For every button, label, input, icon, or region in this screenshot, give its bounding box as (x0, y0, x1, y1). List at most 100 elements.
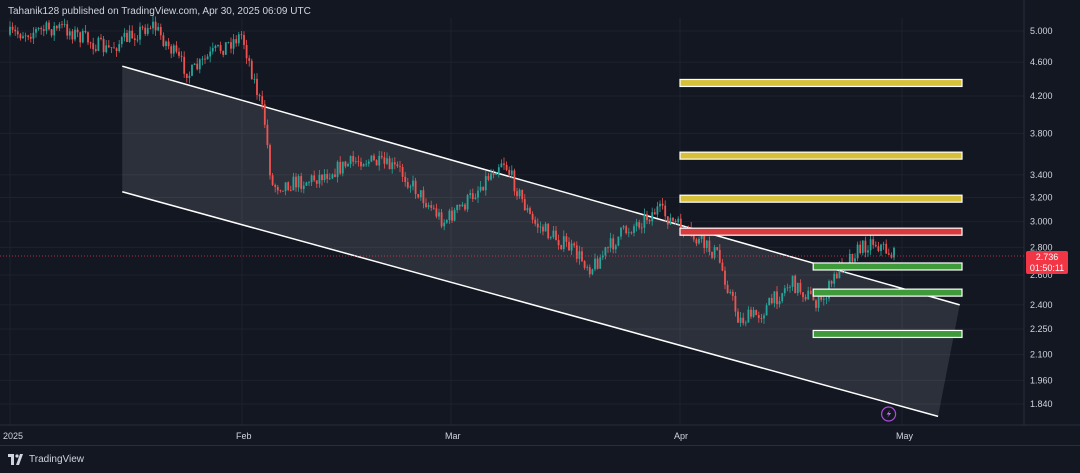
candle (724, 266, 726, 290)
candle-body (165, 41, 167, 46)
candle-body (734, 295, 737, 312)
candle-body (659, 203, 661, 207)
candle (555, 226, 557, 241)
event-icon-ring (880, 406, 897, 422)
candle (61, 21, 63, 29)
candle-body (588, 267, 591, 275)
candle (185, 73, 188, 83)
candle (466, 193, 469, 213)
candle (877, 241, 880, 253)
event-flash-icon[interactable] (880, 406, 897, 422)
candle-body (469, 193, 472, 196)
candle-body (92, 43, 95, 50)
candle-body (412, 180, 414, 187)
candle (126, 29, 128, 43)
pivot-level[interactable] (679, 227, 963, 236)
support-level[interactable] (812, 288, 963, 297)
candle (76, 27, 79, 38)
candle-body (24, 35, 27, 37)
horizontal-levels[interactable] (679, 78, 963, 339)
candle-body (357, 161, 360, 163)
x-tick-label: May (896, 431, 914, 441)
current-price-value: 2.736 (1035, 252, 1059, 262)
candle (193, 63, 196, 65)
candle (393, 157, 396, 170)
candle (786, 283, 789, 292)
candle-body (302, 185, 305, 189)
candle-body (313, 175, 316, 181)
candle-body (573, 243, 576, 246)
candle (659, 200, 661, 212)
publisher-caption: Tahanik128 published on TradingView.com,… (8, 6, 311, 17)
candle-body (310, 175, 313, 183)
candle-body (864, 240, 867, 253)
candle-body (635, 222, 638, 227)
candle (388, 155, 391, 170)
candle (404, 171, 407, 187)
candle-body (396, 164, 399, 167)
tradingview-brand: TradingView (29, 454, 85, 465)
candle (869, 235, 872, 255)
candle (638, 219, 641, 230)
candle (50, 29, 53, 38)
candle (89, 41, 92, 49)
candle-body (435, 208, 438, 217)
candle-body (594, 258, 596, 270)
candle-body (16, 31, 19, 35)
candle-body (882, 243, 885, 245)
candle-body (674, 220, 677, 223)
candle-body (120, 37, 123, 45)
candle-body (66, 24, 69, 36)
candle-body (409, 186, 412, 188)
candle (302, 181, 305, 194)
resistance-level[interactable] (679, 151, 963, 160)
candle-body (370, 155, 373, 162)
candle (357, 155, 360, 167)
price-chart[interactable]: 5.000 4.600 4.200 3.800 3.400 3.200 3.000 2.800… (0, 0, 1080, 445)
tradingview-logo[interactable]: TradingView (8, 454, 84, 465)
candle (209, 46, 212, 63)
candle-body (661, 203, 664, 206)
candle (19, 32, 22, 41)
candle-body (776, 291, 778, 305)
candle-body (744, 322, 747, 324)
channel-lower-trendline[interactable] (122, 191, 939, 418)
candle-body (508, 169, 511, 175)
candle-body (721, 262, 724, 271)
candle (313, 170, 316, 182)
candle (622, 225, 625, 230)
candle (586, 264, 589, 271)
candle-body (677, 218, 680, 223)
candle (146, 23, 149, 36)
resistance-level[interactable] (679, 78, 963, 88)
candle (770, 293, 773, 305)
candle (188, 71, 191, 84)
candle (484, 170, 487, 196)
candle (191, 64, 193, 77)
candle (669, 213, 672, 225)
candle (79, 31, 82, 48)
candle-body (495, 173, 498, 175)
candle-body (825, 298, 828, 300)
resistance-level[interactable] (679, 194, 963, 203)
candle (573, 241, 576, 248)
candle-body (245, 44, 248, 59)
candle (456, 204, 459, 213)
candle (487, 172, 490, 182)
candle (633, 223, 635, 237)
candle (651, 207, 654, 226)
support-level[interactable] (812, 262, 963, 271)
candle-body (599, 257, 602, 269)
candle (757, 311, 760, 323)
candle (542, 224, 544, 236)
event-icon-bolt (886, 410, 892, 418)
support-level[interactable] (812, 329, 963, 339)
candle-body (243, 35, 245, 45)
candle-body (352, 155, 355, 162)
descending-channel[interactable] (122, 65, 960, 418)
candle (204, 54, 206, 64)
candle (154, 16, 157, 36)
candle (282, 190, 284, 192)
candle (443, 219, 446, 231)
candle (87, 31, 89, 46)
